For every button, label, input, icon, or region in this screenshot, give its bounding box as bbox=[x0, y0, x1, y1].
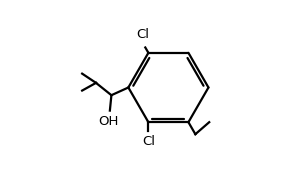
Text: Cl: Cl bbox=[136, 28, 150, 41]
Text: OH: OH bbox=[98, 115, 118, 128]
Text: Cl: Cl bbox=[142, 135, 155, 148]
